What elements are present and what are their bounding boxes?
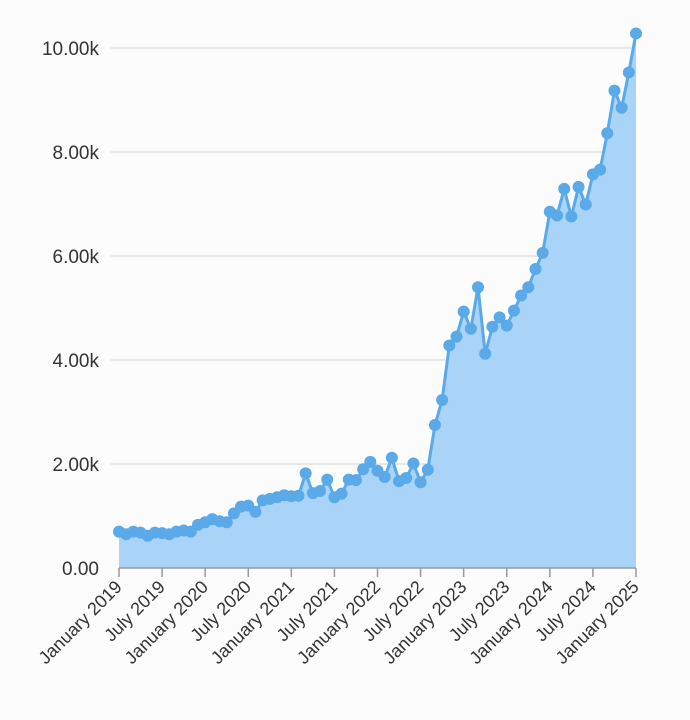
data-point xyxy=(314,485,327,498)
data-point xyxy=(414,476,427,489)
data-point xyxy=(558,182,571,195)
data-point xyxy=(608,84,621,97)
data-point xyxy=(421,463,434,476)
data-point xyxy=(443,339,456,352)
data-point xyxy=(594,163,607,176)
y-tick-label: 4.00k xyxy=(53,351,100,372)
data-point xyxy=(378,471,391,483)
data-point xyxy=(407,457,420,470)
data-point xyxy=(428,419,441,431)
data-point xyxy=(500,319,513,332)
data-point xyxy=(630,27,642,40)
data-point xyxy=(335,487,348,500)
data-point xyxy=(601,127,614,140)
data-point xyxy=(572,180,585,193)
data-point xyxy=(436,394,449,407)
data-point xyxy=(385,451,398,464)
data-point xyxy=(349,474,362,487)
data-point xyxy=(507,304,520,317)
y-axis-tick-labels: 0.00 2.00k 4.00k 6.00k 8.00k 10.00k xyxy=(42,39,100,580)
data-point xyxy=(321,473,334,486)
data-point xyxy=(400,472,413,485)
data-point xyxy=(579,198,592,211)
data-point xyxy=(493,311,506,324)
x-axis xyxy=(118,567,637,577)
data-point xyxy=(457,305,470,318)
data-point xyxy=(551,209,564,222)
data-point xyxy=(292,489,305,502)
data-point xyxy=(450,330,463,343)
data-point xyxy=(364,455,377,468)
y-tick-label: 0.00 xyxy=(62,559,99,580)
y-tick-label: 2.00k xyxy=(53,455,100,476)
data-point xyxy=(249,505,262,518)
y-tick-label: 6.00k xyxy=(53,247,100,268)
data-point xyxy=(615,101,628,114)
data-point xyxy=(622,66,635,79)
y-tick-label: 10.00k xyxy=(42,39,100,60)
y-tick-label: 8.00k xyxy=(53,143,100,164)
data-point xyxy=(522,281,535,294)
data-point xyxy=(486,320,499,333)
data-point xyxy=(536,246,549,259)
data-point xyxy=(472,281,485,294)
series-area-fill xyxy=(119,33,636,568)
data-point xyxy=(464,322,477,335)
data-point xyxy=(220,516,233,529)
data-point xyxy=(565,210,578,223)
data-point xyxy=(479,347,492,360)
data-point xyxy=(529,263,542,275)
series-points xyxy=(113,27,642,542)
data-point xyxy=(299,467,312,480)
data-point xyxy=(515,289,528,302)
